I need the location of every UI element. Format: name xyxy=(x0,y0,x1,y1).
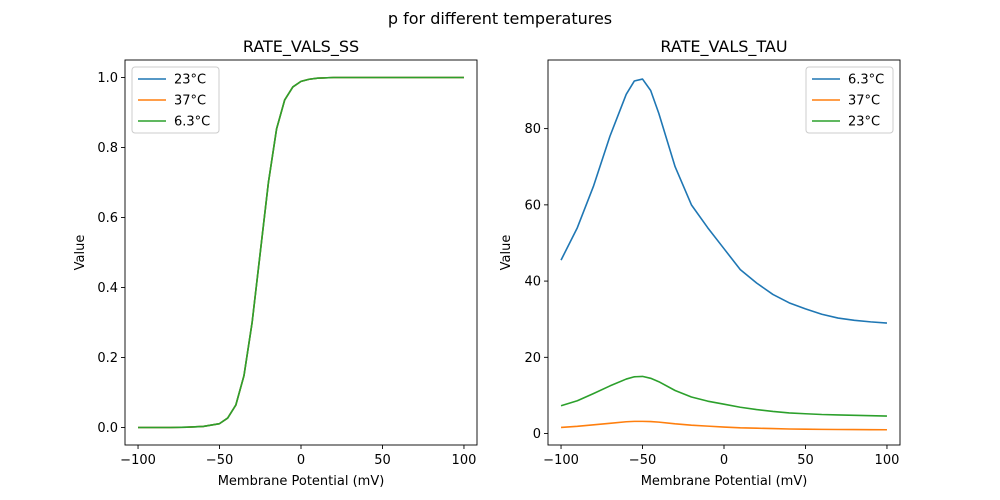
x-tick-label: 0 xyxy=(720,453,728,468)
y-tick-label: 0.0 xyxy=(97,421,118,436)
y-tick-label: 80 xyxy=(524,122,541,137)
series-lines xyxy=(560,78,888,431)
x-tick-label: 100 xyxy=(452,453,477,468)
y-axis-label: Value xyxy=(499,235,514,271)
x-tick-label: 50 xyxy=(797,453,814,468)
y-tick-label: 0 xyxy=(533,427,541,442)
x-tick-label: −100 xyxy=(543,453,579,468)
x-tick-label: 0 xyxy=(297,453,305,468)
y-tick-label: 40 xyxy=(524,275,541,290)
y-tick-label: 20 xyxy=(524,351,541,366)
series-line-2 xyxy=(138,76,464,429)
chart-rate-vals-ss: RATE_VALS_SS −100 −50 0 50 100 0.0 0.2 0.4 0.6 0.8… xyxy=(73,37,478,489)
legend-label: 37°C xyxy=(174,94,206,109)
legend-label: 6.3°C xyxy=(848,73,884,88)
y-tick-label: 0.6 xyxy=(97,211,118,226)
figure-suptitle: p for different temperatures xyxy=(388,9,612,28)
x-tick-label: −100 xyxy=(120,453,156,468)
x-tick-label: 50 xyxy=(374,453,391,468)
series-lines xyxy=(138,76,464,429)
y-tick-label: 60 xyxy=(524,198,541,213)
legend-frame xyxy=(131,66,220,134)
legend-frame xyxy=(805,66,894,134)
chart-rate-vals-tau: RATE_VALS_TAU −100 −50 0 50 100 0 20 40 60 80 Membr… xyxy=(499,37,901,489)
x-tick-label: −50 xyxy=(206,453,233,468)
x-axis-label: Membrane Potential (mV) xyxy=(641,474,808,489)
chart-title: RATE_VALS_TAU xyxy=(660,37,787,57)
y-tick-label: 0.4 xyxy=(97,281,118,296)
y-axis-label: Value xyxy=(73,235,88,271)
legend: 6.3°C 37°C 23°C xyxy=(805,66,894,134)
chart-title: RATE_VALS_SS xyxy=(243,37,359,57)
x-axis-label: Membrane Potential (mV) xyxy=(218,474,385,489)
y-tick-label: 0.2 xyxy=(97,351,118,366)
legend-label: 23°C xyxy=(848,115,880,130)
legend: 23°C 37°C 6.3°C xyxy=(131,66,220,134)
y-tick-label: 0.8 xyxy=(97,141,118,156)
series-line-2 xyxy=(560,375,887,417)
legend-label: 6.3°C xyxy=(174,115,210,130)
series-line-1 xyxy=(560,420,887,431)
x-tick-label: 100 xyxy=(875,453,900,468)
y-tick-label: 1.0 xyxy=(97,71,118,86)
legend-label: 37°C xyxy=(848,94,880,109)
legend-label: 23°C xyxy=(174,73,206,88)
x-tick-label: −50 xyxy=(629,453,656,468)
series-line-0 xyxy=(560,78,888,324)
